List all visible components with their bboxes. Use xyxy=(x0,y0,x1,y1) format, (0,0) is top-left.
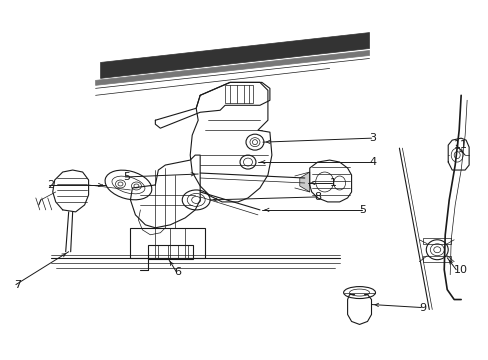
Polygon shape xyxy=(95,50,369,85)
Text: 3: 3 xyxy=(369,133,376,143)
Text: 5: 5 xyxy=(123,172,130,182)
Text: 10: 10 xyxy=(453,265,467,275)
Text: 1: 1 xyxy=(329,178,336,188)
Polygon shape xyxy=(299,172,309,192)
Bar xyxy=(423,238,450,244)
Text: 7: 7 xyxy=(14,280,21,289)
Polygon shape xyxy=(101,32,369,78)
Bar xyxy=(224,85,252,103)
Text: 9: 9 xyxy=(419,302,426,312)
Text: 2: 2 xyxy=(47,180,54,190)
Text: 6: 6 xyxy=(174,267,181,276)
Text: 8: 8 xyxy=(314,192,321,202)
Text: 5: 5 xyxy=(359,205,366,215)
Text: 11: 11 xyxy=(453,140,467,150)
Bar xyxy=(148,245,193,259)
Text: 4: 4 xyxy=(369,157,376,167)
Bar xyxy=(130,228,205,258)
Bar xyxy=(423,256,450,262)
